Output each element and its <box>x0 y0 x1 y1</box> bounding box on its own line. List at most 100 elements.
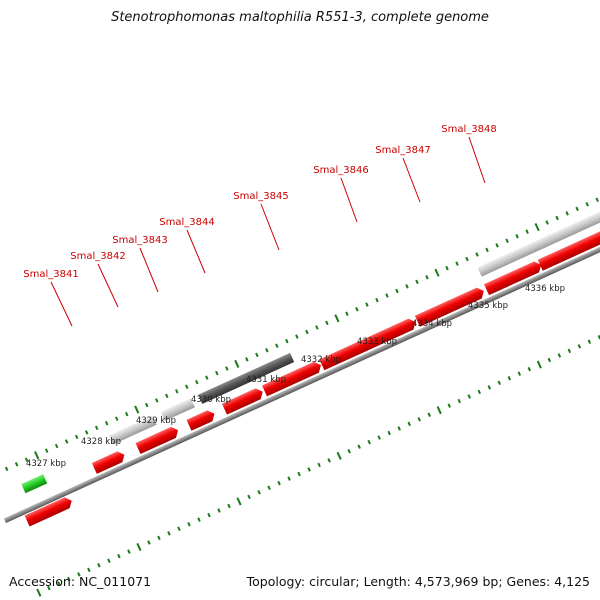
scale-minor-tick <box>377 435 381 440</box>
scale-label: 4331 kbp <box>246 375 286 385</box>
outer-minor-tick <box>14 462 19 467</box>
outer-minor-tick <box>405 284 409 289</box>
scale-minor-tick <box>517 371 522 376</box>
outer-minor-tick <box>555 215 559 221</box>
outer-minor-tick <box>355 306 359 312</box>
outer-minor-tick <box>215 370 219 376</box>
scale-label: 4333 kbp <box>357 337 397 347</box>
outer-minor-tick <box>165 393 169 399</box>
outer-minor-tick <box>575 206 579 212</box>
gene-label[interactable]: Smal_3846 <box>313 165 368 176</box>
outer-minor-tick <box>255 352 259 358</box>
gene-arrow-smal-3846[interactable] <box>414 286 486 327</box>
scale-minor-tick <box>117 553 121 559</box>
scale-label: 4334 kbp <box>412 319 452 329</box>
gene-label[interactable]: Smal_3842 <box>70 251 125 262</box>
outer-minor-tick <box>545 220 549 225</box>
gene-label[interactable]: Smal_3841 <box>23 269 78 280</box>
gene-leader-line <box>340 177 358 223</box>
gene-label[interactable]: Smal_3847 <box>375 145 430 156</box>
scale-label: 4335 kbp <box>468 301 508 311</box>
scale-minor-tick <box>177 526 181 532</box>
outer-major-tick <box>34 451 40 460</box>
dark-feature[interactable] <box>198 352 295 404</box>
scale-minor-tick <box>367 439 371 445</box>
outer-minor-tick <box>54 443 59 449</box>
gene-leader-line <box>50 281 73 327</box>
gene-leader-line <box>186 229 206 274</box>
hypothetical-feature[interactable] <box>477 206 600 277</box>
scale-minor-tick <box>417 417 421 422</box>
scale-label: 4329 kbp <box>136 416 176 426</box>
gene-label[interactable]: Smal_3845 <box>233 191 288 202</box>
scale-minor-tick <box>567 348 572 354</box>
gene-arrow-smal-3841[interactable] <box>135 425 181 455</box>
scale-minor-tick <box>87 567 91 573</box>
scale-minor-tick <box>357 444 361 449</box>
gene-leader-line <box>260 203 280 251</box>
scale-minor-tick <box>57 581 61 586</box>
scale-minor-tick <box>77 572 81 577</box>
outer-minor-tick <box>505 238 509 244</box>
outer-minor-tick <box>245 357 249 362</box>
outer-minor-tick <box>64 439 69 444</box>
scale-minor-tick <box>467 394 471 399</box>
gene-leader-line <box>468 136 486 184</box>
scale-minor-tick <box>487 385 492 390</box>
outer-minor-tick <box>595 197 599 202</box>
outer-minor-tick <box>455 261 459 266</box>
outer-minor-tick <box>295 334 299 339</box>
outer-minor-tick <box>345 311 349 317</box>
hypothetical-feature[interactable] <box>108 415 157 445</box>
outer-minor-tick <box>155 398 159 403</box>
outer-minor-tick <box>145 402 149 408</box>
scale-minor-tick <box>347 449 351 454</box>
gene-label[interactable]: Smal_3844 <box>159 217 214 228</box>
hypothetical-feature[interactable] <box>160 398 195 421</box>
gene-arrow-smal-3843[interactable] <box>221 386 265 415</box>
scale-minor-tick <box>257 490 261 495</box>
scale-minor-tick <box>507 376 512 381</box>
scale-label: 4332 kbp <box>301 355 341 365</box>
gene-leader-line <box>97 263 119 308</box>
outer-minor-tick <box>515 233 519 239</box>
gene-arrow-left-edge[interactable] <box>24 495 75 527</box>
outer-minor-tick <box>205 375 209 380</box>
scale-minor-tick <box>207 512 211 518</box>
outer-minor-tick <box>185 384 189 389</box>
outer-minor-tick <box>395 288 399 294</box>
scale-label: 4328 kbp <box>81 437 121 447</box>
outer-minor-tick <box>375 297 379 303</box>
outer-minor-tick <box>385 293 389 298</box>
gene-arrow[interactable] <box>91 449 127 474</box>
map-title: Stenotrophomonas maltophilia R551-3, com… <box>111 10 489 25</box>
scale-major-tick <box>136 542 142 552</box>
gene-arrow-smal-3847[interactable] <box>484 259 544 296</box>
genome-backbone <box>3 203 600 523</box>
scale-minor-tick <box>197 517 201 522</box>
outer-minor-tick <box>275 343 279 348</box>
gene-arrow-smal-3845[interactable] <box>319 317 418 371</box>
rna-gene-marker[interactable] <box>21 474 48 494</box>
outer-minor-tick <box>74 434 79 440</box>
scale-minor-tick <box>587 339 592 344</box>
scale-minor-tick <box>127 549 131 554</box>
outer-major-tick <box>334 314 340 323</box>
gene-label[interactable]: Smal_3843 <box>112 235 167 246</box>
scale-major-tick <box>36 588 42 597</box>
outer-minor-tick <box>565 211 569 216</box>
outer-minor-tick <box>44 448 49 453</box>
gene-arrow-smal-3842[interactable] <box>186 408 216 431</box>
gene-leader-line <box>139 247 159 293</box>
gene-label[interactable]: Smal_3848 <box>441 124 496 135</box>
gene-arrow-smal-3844[interactable] <box>262 360 323 397</box>
outer-minor-tick <box>124 411 129 417</box>
gene-arrow-smal-3848[interactable] <box>537 226 600 271</box>
outer-minor-tick <box>265 348 269 353</box>
scale-minor-tick <box>497 380 502 386</box>
outer-major-tick <box>434 268 440 277</box>
outer-minor-tick <box>285 338 289 344</box>
scale-minor-tick <box>407 421 411 427</box>
scale-label: 4336 kbp <box>525 284 565 294</box>
outer-minor-tick <box>114 416 119 421</box>
